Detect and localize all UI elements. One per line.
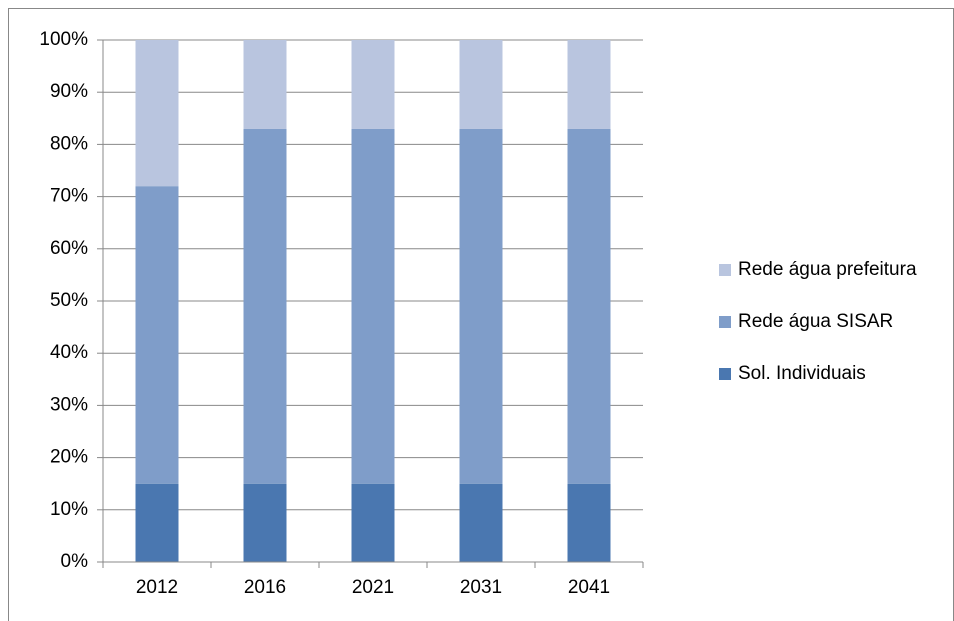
bar-segment xyxy=(351,128,395,484)
bar-segment xyxy=(351,483,395,562)
y-tick-label: 100% xyxy=(39,29,88,50)
y-tick-label: 40% xyxy=(50,342,88,363)
bar-segment xyxy=(135,40,179,187)
bar-segment xyxy=(459,483,503,562)
y-tick-label: 30% xyxy=(50,394,88,415)
legend-label: Sol. Individuais xyxy=(738,363,866,384)
y-tick-label: 70% xyxy=(50,186,88,207)
bar-segment xyxy=(135,483,179,562)
bar-segment xyxy=(351,40,395,129)
y-tick-label: 90% xyxy=(50,81,88,102)
x-tick-label: 2021 xyxy=(352,577,394,598)
legend-label: Rede água SISAR xyxy=(738,311,893,332)
legend-swatch xyxy=(719,368,731,380)
legend-swatch xyxy=(719,264,731,276)
bar-segment xyxy=(459,128,503,484)
y-tick-label: 60% xyxy=(50,238,88,259)
y-tick-label: 80% xyxy=(50,133,88,154)
y-tick-label: 0% xyxy=(61,551,89,572)
legend-label: Rede água prefeitura xyxy=(738,259,917,280)
bar-segment xyxy=(243,128,287,484)
bar-segment xyxy=(243,483,287,562)
bar-segment xyxy=(135,186,179,484)
bar-segment xyxy=(243,40,287,129)
x-tick-label: 2031 xyxy=(460,577,502,598)
y-tick-label: 10% xyxy=(50,499,88,520)
x-tick-label: 2016 xyxy=(244,577,286,598)
y-tick-label: 50% xyxy=(50,290,88,311)
x-tick-label: 2041 xyxy=(568,577,610,598)
bar-segment xyxy=(567,128,611,484)
bar-segment xyxy=(567,40,611,129)
legend-swatch xyxy=(719,316,731,328)
bar-segment xyxy=(459,40,503,129)
y-tick-label: 20% xyxy=(50,447,88,468)
x-tick-label: 2012 xyxy=(136,577,178,598)
bar-segment xyxy=(567,483,611,562)
